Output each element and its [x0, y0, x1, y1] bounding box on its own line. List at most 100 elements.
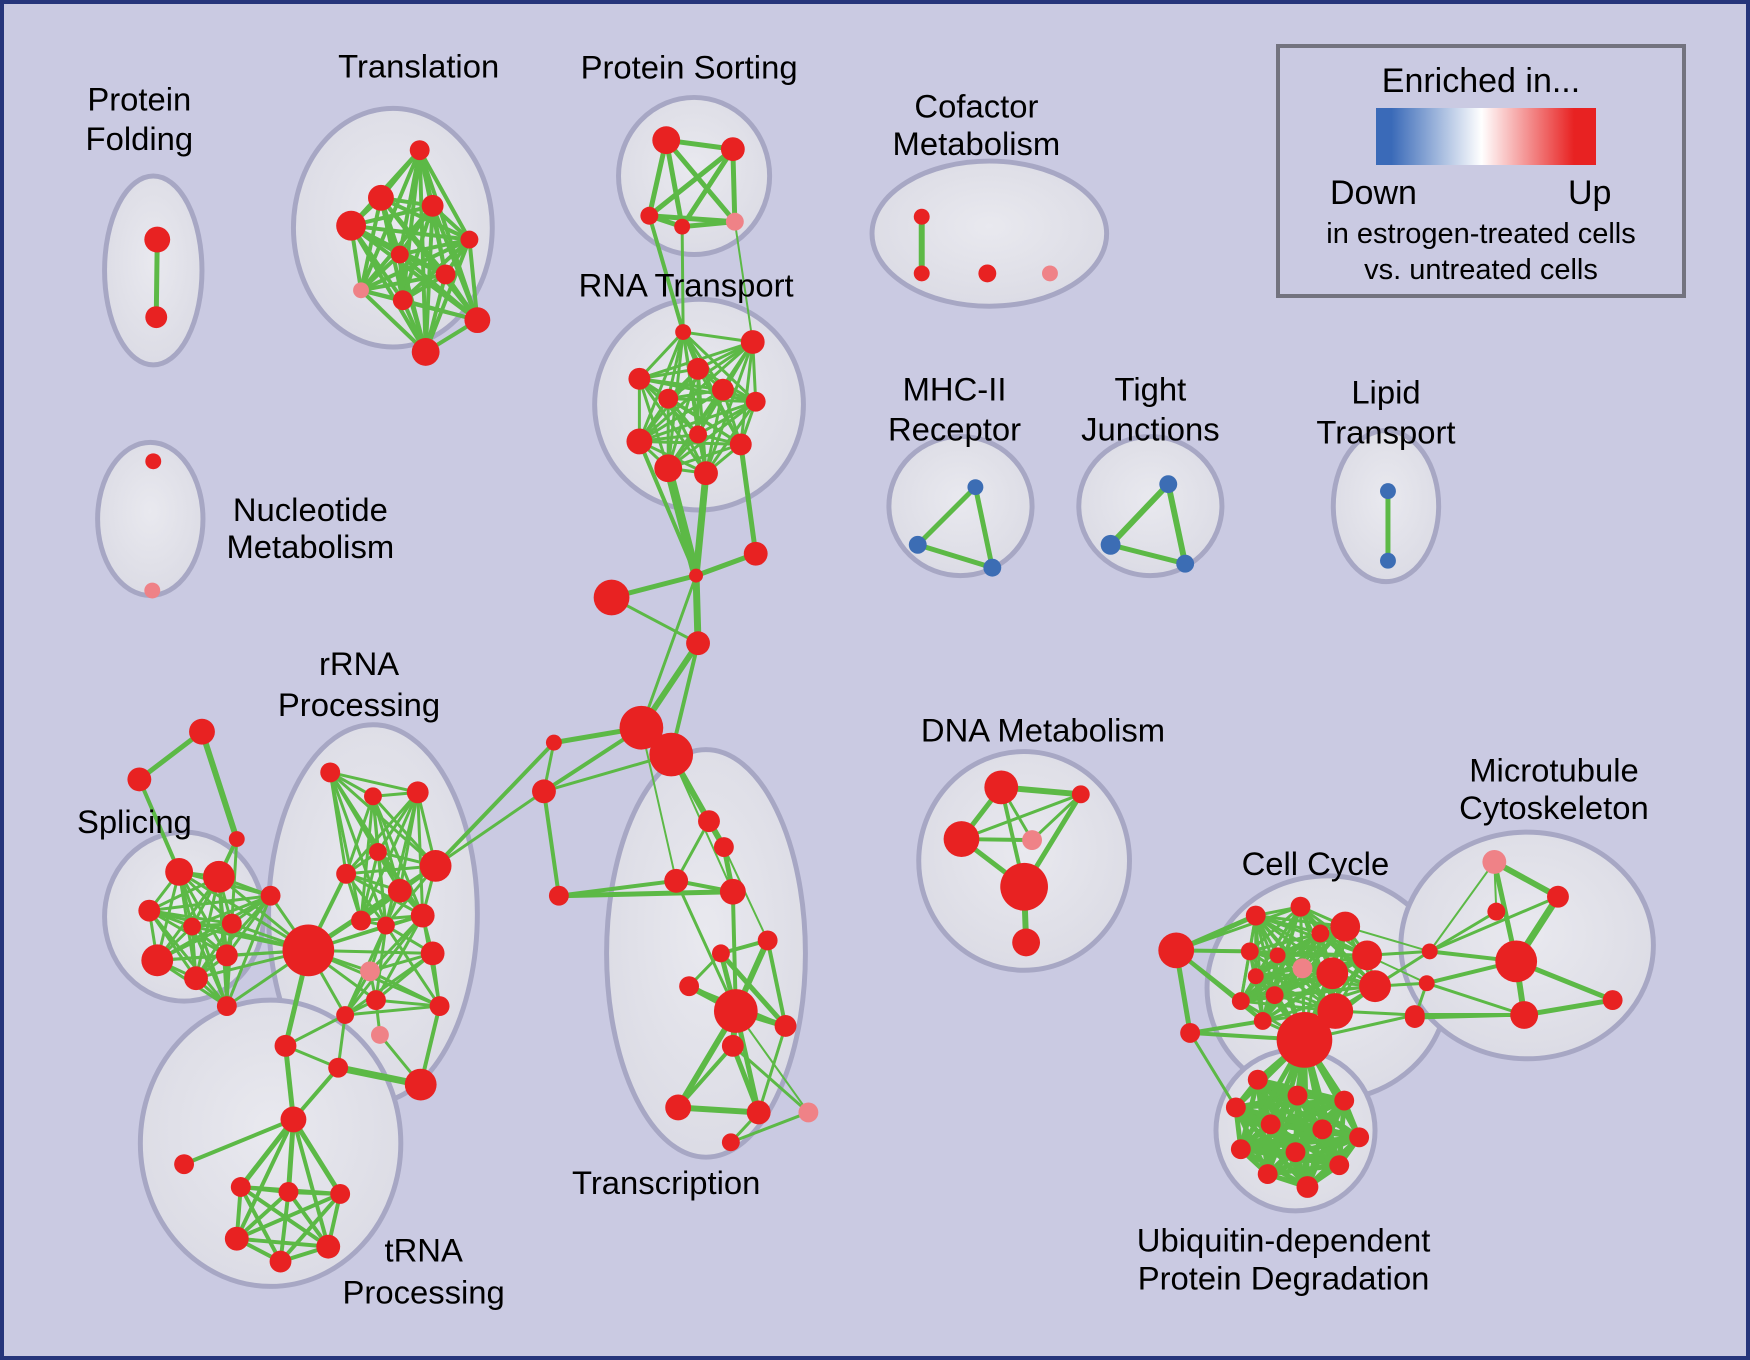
gene-set-node	[548, 885, 569, 906]
cluster-ellipse-transcription	[604, 747, 808, 1160]
edge	[692, 469, 710, 580]
edge	[637, 330, 685, 443]
edge	[542, 753, 673, 793]
gene-set-node	[230, 1177, 251, 1197]
gene-set-node	[202, 860, 235, 893]
gene-set-node	[1260, 1114, 1281, 1135]
edge	[1273, 984, 1377, 997]
legend-down-label: Down	[1330, 174, 1417, 212]
gene-set-node	[269, 1250, 292, 1273]
gene-set-node	[364, 787, 382, 806]
gene-set-node	[330, 1184, 351, 1204]
gene-set-node	[184, 966, 208, 991]
edge	[637, 388, 725, 443]
gene-set-node	[1176, 554, 1195, 573]
gene-set-node	[392, 290, 413, 311]
gene-set-node	[141, 944, 174, 977]
gene-set-node	[1334, 1090, 1355, 1111]
edge	[225, 894, 273, 957]
edge	[1188, 1018, 1265, 1035]
gene-set-node	[664, 868, 689, 893]
edge	[718, 950, 789, 1029]
gene-set-node	[274, 1034, 297, 1057]
edge	[733, 220, 754, 343]
gene-set-node	[1380, 552, 1396, 569]
gene-set-node	[729, 433, 752, 456]
edge	[147, 894, 273, 913]
network-canvas: Protein Folding Translation Protein Sorting…	[77, 47, 1656, 1310]
gene-set-node	[328, 1057, 349, 1078]
gene-set-node	[221, 913, 242, 934]
cluster-label-rrna-processing: rRNA Processing	[278, 645, 440, 723]
gene-set-node	[260, 885, 281, 906]
gene-set-node	[1247, 1069, 1268, 1090]
edge	[238, 1116, 296, 1190]
cluster-ellipse-protein-folding	[102, 173, 205, 368]
edge	[343, 914, 425, 1017]
edge	[434, 789, 546, 868]
gene-set-node	[713, 837, 734, 857]
cluster-ellipse-cofactor-metabolism	[869, 158, 1110, 309]
edge	[137, 777, 182, 874]
edge	[328, 770, 388, 928]
gene-set-node	[420, 941, 445, 966]
gene-set-node	[908, 535, 927, 554]
gene-set-node	[464, 307, 491, 334]
legend-up-label: Up	[1568, 174, 1612, 212]
gene-set-node	[619, 705, 664, 750]
edge	[234, 1236, 331, 1249]
gene-set-node	[913, 265, 930, 282]
gene-set-node	[1287, 1085, 1308, 1106]
edge	[637, 377, 758, 404]
gene-set-node	[316, 1234, 341, 1259]
gene-set-node	[224, 1226, 249, 1251]
gene-set-node	[1292, 958, 1313, 979]
gene-set-node	[1231, 992, 1250, 1011]
edge	[344, 790, 420, 876]
cluster-label-translation: Translation	[338, 47, 499, 84]
edge	[637, 439, 743, 446]
gene-set-node	[145, 306, 168, 329]
edge	[153, 237, 160, 320]
edge	[359, 195, 383, 293]
gene-set-node	[409, 140, 430, 161]
edge	[1428, 910, 1498, 953]
gene-set-node	[353, 282, 369, 299]
edge	[433, 740, 556, 868]
gene-set-node	[370, 1025, 389, 1044]
gene-set-node	[189, 718, 215, 745]
gene-set-node	[593, 579, 630, 616]
cluster-label-protein-sorting: Protein Sorting	[581, 48, 798, 85]
edge	[416, 790, 425, 918]
edge	[283, 1013, 347, 1048]
gene-set-node	[720, 137, 745, 162]
gene-set-node	[649, 732, 694, 777]
edge	[1030, 792, 1083, 842]
edge	[680, 225, 685, 334]
gene-set-node	[404, 1068, 437, 1101]
edge	[1265, 1162, 1342, 1177]
edge	[704, 400, 758, 475]
edge	[738, 441, 759, 557]
gene-set-node	[216, 996, 237, 1017]
gene-set-node	[1352, 940, 1382, 971]
gene-set-node	[336, 1006, 355, 1024]
edge	[1248, 905, 1302, 953]
gene-set-node	[689, 568, 704, 583]
cluster-label-microtubule-cytoskeleton: Microtubule Cytoskeleton	[1459, 751, 1649, 826]
gene-set-node	[282, 924, 335, 977]
edge	[368, 969, 442, 1008]
edge	[194, 894, 273, 980]
cluster-label-rna-transport: RNA Transport	[579, 266, 794, 303]
edge	[1108, 542, 1188, 567]
gene-set-node	[410, 903, 435, 928]
gene-set-node	[745, 391, 766, 412]
edge	[199, 728, 240, 843]
gene-set-node	[376, 916, 395, 935]
edge	[374, 924, 388, 1002]
gene-set-node	[628, 367, 651, 390]
gene-set-node	[1269, 947, 1286, 964]
gene-set-node	[429, 996, 450, 1017]
edge	[1174, 905, 1302, 952]
edge	[278, 1191, 343, 1264]
